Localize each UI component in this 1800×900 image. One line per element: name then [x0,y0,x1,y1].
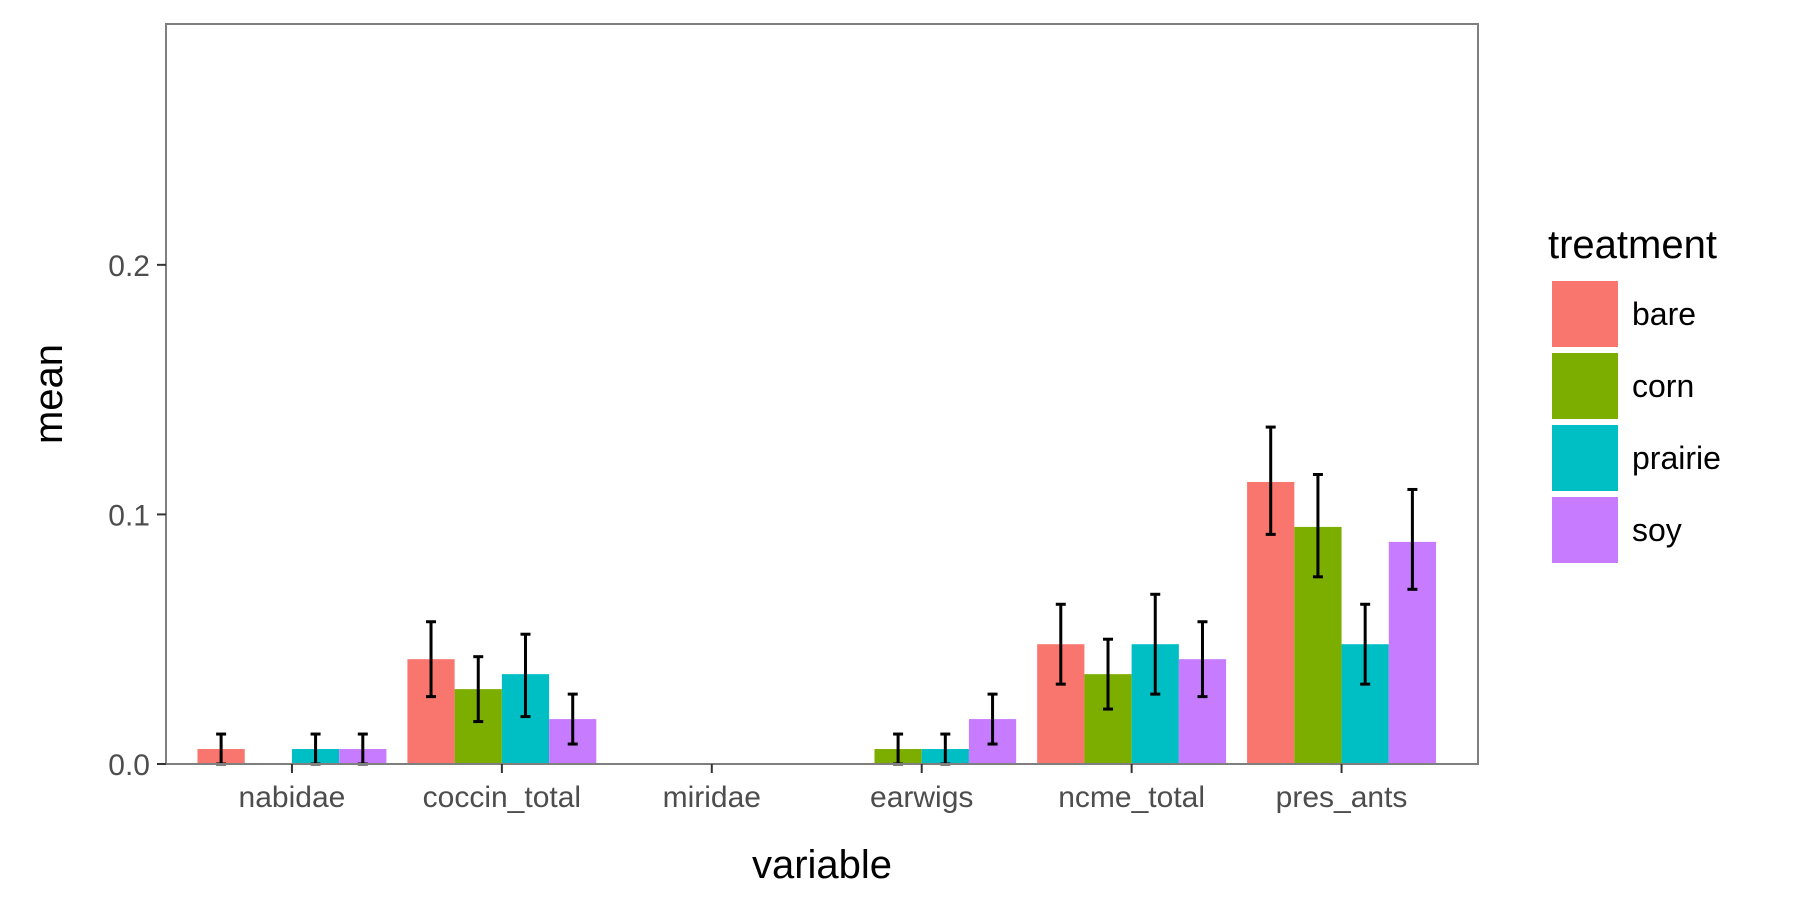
errorbar-corn-ncme_total [1103,637,1114,711]
errorbar-bare-pres_ants [1265,425,1276,536]
legend-label-prairie: prairie [1632,440,1721,476]
errorbar-soy-pres_ants [1407,487,1418,591]
legend: treatment bare corn prairie soy [1548,223,1721,563]
x-tick-label-ncme_total: ncme_total [1058,781,1205,814]
legend-label-soy: soy [1632,512,1682,548]
errorbar-soy-ncme_total [1197,620,1208,699]
y-axis-title: mean [27,344,71,444]
legend-key-soy [1552,497,1618,563]
panel-border [165,23,1479,765]
legend-title: treatment [1548,223,1717,267]
errorbars-layer [216,425,1418,766]
x-tick-label-nabidae: nabidae [239,781,346,814]
y-tick-label: 0.2 [108,250,150,283]
x-axis: nabidae coccin_total miridae earwigs ncme_to… [239,764,1408,814]
errorbar-corn-coccin_total [473,655,484,724]
x-axis-title: variable [752,843,892,887]
bars-layer [197,481,1437,764]
x-tick-label-earwigs: earwigs [870,781,973,814]
errorbar-bare-coccin_total [426,620,437,699]
y-tick-label: 0.1 [108,499,150,532]
legend-key-bare [1552,281,1618,347]
errorbar-bare-ncme_total [1055,602,1066,686]
errorbar-soy-coccin_total [567,692,578,746]
y-axis: 0.0 0.1 0.2 [108,250,166,782]
errorbar-prairie-pres_ants [1360,602,1371,686]
errorbar-soy-earwigs [987,692,998,746]
x-tick-label-coccin_total: coccin_total [423,781,581,814]
errorbar-prairie-coccin_total [520,632,531,719]
legend-label-bare: bare [1632,296,1696,332]
errorbar-prairie-ncme_total [1150,592,1161,696]
x-tick-label-miridae: miridae [663,781,761,814]
legend-key-prairie [1552,425,1618,491]
errorbar-corn-pres_ants [1312,472,1323,579]
x-tick-label-pres_ants: pres_ants [1276,781,1408,814]
legend-label-corn: corn [1632,368,1694,404]
legend-key-corn [1552,353,1618,419]
y-tick-label: 0.0 [108,749,150,782]
